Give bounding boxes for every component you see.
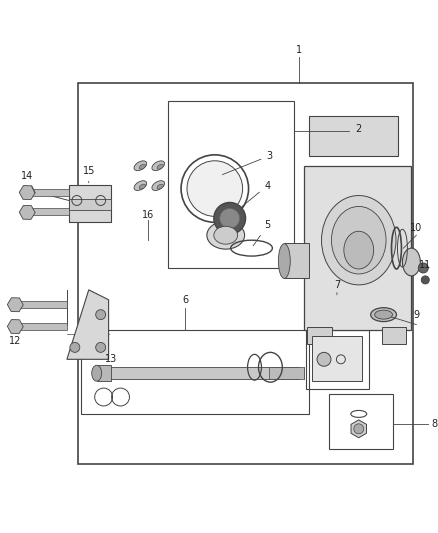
Ellipse shape (374, 310, 392, 319)
Ellipse shape (207, 221, 244, 249)
Text: 3: 3 (223, 151, 272, 175)
Bar (81, 329, 309, 414)
Ellipse shape (344, 231, 374, 269)
Circle shape (95, 310, 106, 320)
Circle shape (95, 342, 106, 352)
Text: 11: 11 (419, 260, 431, 270)
Bar (306, 329, 369, 389)
Circle shape (418, 263, 428, 273)
Text: 10: 10 (410, 223, 423, 233)
Ellipse shape (134, 161, 147, 171)
Circle shape (220, 208, 240, 228)
Circle shape (354, 424, 364, 434)
Bar (69, 198, 110, 211)
Ellipse shape (278, 244, 290, 278)
Bar (19, 301, 67, 308)
Text: 16: 16 (142, 211, 155, 220)
Text: 13: 13 (104, 354, 117, 365)
Bar (312, 336, 362, 381)
Ellipse shape (139, 184, 145, 189)
Ellipse shape (317, 352, 331, 366)
Bar (284, 243, 309, 278)
Bar (269, 367, 304, 379)
Ellipse shape (92, 365, 102, 381)
Text: 5: 5 (253, 220, 271, 246)
Bar (78, 83, 413, 464)
Bar (309, 116, 399, 156)
Ellipse shape (321, 196, 396, 285)
Circle shape (421, 276, 429, 284)
Text: 15: 15 (82, 166, 95, 183)
Bar (381, 327, 406, 344)
Text: 14: 14 (21, 171, 35, 193)
Polygon shape (67, 290, 109, 359)
Text: 2: 2 (356, 124, 362, 134)
Ellipse shape (332, 206, 386, 274)
Text: 8: 8 (431, 419, 437, 429)
Circle shape (214, 203, 246, 234)
Ellipse shape (134, 181, 147, 190)
Bar (304, 166, 411, 329)
Ellipse shape (139, 164, 145, 169)
Bar (19, 322, 67, 329)
Text: 9: 9 (413, 310, 420, 320)
Ellipse shape (371, 308, 396, 321)
Circle shape (70, 342, 80, 352)
Ellipse shape (157, 164, 163, 169)
Bar (329, 394, 393, 449)
Bar (101, 367, 299, 379)
Circle shape (187, 161, 243, 216)
Ellipse shape (157, 184, 163, 189)
Bar (31, 208, 69, 215)
Text: 7: 7 (334, 280, 340, 295)
Ellipse shape (214, 227, 238, 244)
Bar (31, 189, 69, 196)
Bar (69, 184, 110, 222)
Text: 12: 12 (9, 336, 21, 346)
Ellipse shape (403, 248, 420, 276)
Bar (168, 101, 294, 268)
Ellipse shape (152, 181, 165, 190)
Text: 6: 6 (182, 295, 188, 305)
Text: 4: 4 (242, 181, 271, 207)
Bar (97, 365, 110, 381)
Ellipse shape (152, 161, 165, 171)
Bar (307, 327, 332, 344)
Text: 1: 1 (296, 45, 302, 54)
